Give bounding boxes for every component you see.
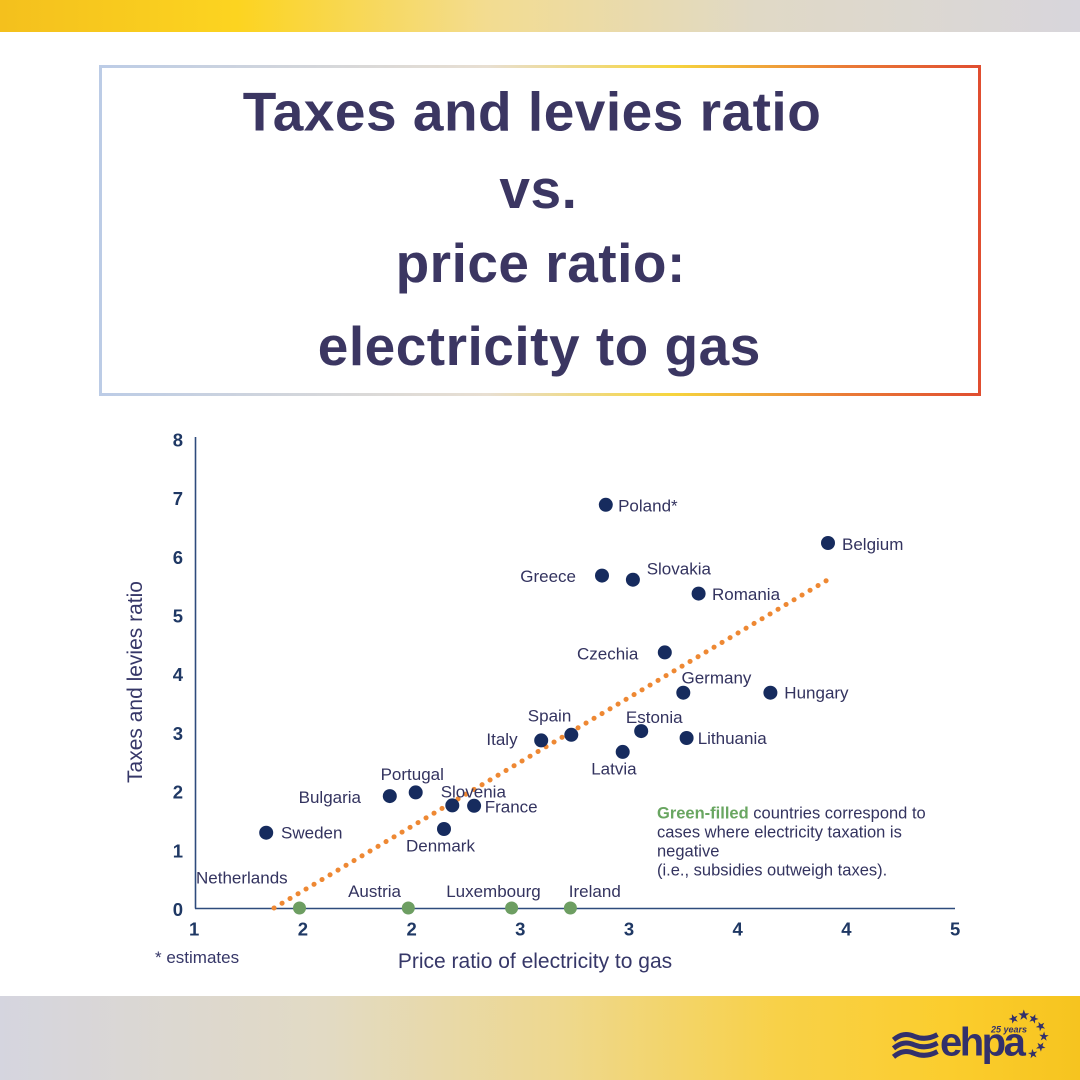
svg-text:vs.: vs. (499, 158, 577, 220)
svg-text:4: 4 (173, 664, 184, 685)
svg-text:price ratio:: price ratio: (396, 232, 686, 294)
svg-text:4: 4 (733, 919, 744, 940)
svg-text:6: 6 (173, 547, 183, 568)
svg-text:France: France (485, 797, 538, 816)
svg-text:Romania: Romania (712, 585, 781, 604)
svg-text:Slovenia: Slovenia (441, 783, 507, 802)
svg-text:Greece: Greece (520, 567, 576, 586)
svg-text:Estonia: Estonia (626, 708, 683, 727)
svg-text:Lithuania: Lithuania (698, 729, 768, 748)
svg-text:cases where electricity taxati: cases where electricity taxation is (657, 824, 902, 842)
svg-text:ehpa: ehpa (940, 1021, 1027, 1065)
svg-text:Poland*: Poland* (618, 497, 678, 516)
svg-text:4: 4 (841, 919, 852, 940)
svg-text:0: 0 (173, 899, 183, 920)
svg-text:negative: negative (657, 843, 719, 861)
svg-text:2: 2 (173, 782, 183, 803)
svg-text:Ireland: Ireland (569, 882, 621, 901)
svg-text:5: 5 (950, 919, 960, 940)
svg-text:Italy: Italy (486, 730, 518, 749)
svg-text:Netherlands: Netherlands (196, 869, 288, 888)
svg-text:Luxembourg: Luxembourg (446, 882, 541, 901)
svg-text:2: 2 (298, 919, 308, 940)
svg-text:5: 5 (173, 606, 183, 627)
svg-text:electricity to gas: electricity to gas (318, 315, 761, 377)
svg-text:Latvia: Latvia (591, 759, 637, 778)
svg-text:Hungary: Hungary (784, 684, 849, 703)
svg-text:Czechia: Czechia (577, 644, 639, 663)
svg-text:Austria: Austria (348, 882, 401, 901)
svg-text:3: 3 (173, 723, 183, 744)
svg-text:7: 7 (173, 488, 183, 509)
svg-text:Slovakia: Slovakia (647, 560, 712, 579)
svg-text:Price ratio of electricity to: Price ratio of electricity to gas (398, 950, 672, 973)
svg-text:Bulgaria: Bulgaria (299, 788, 362, 807)
svg-text:25 years: 25 years (990, 1025, 1027, 1035)
svg-text:Germany: Germany (682, 668, 752, 687)
svg-text:Taxes and levies ratio: Taxes and levies ratio (243, 81, 822, 143)
svg-text:Denmark: Denmark (406, 837, 475, 856)
svg-text:Green-filled countries corresp: Green-filled countries correspond to (657, 805, 926, 823)
svg-text:3: 3 (515, 919, 525, 940)
svg-text:1: 1 (189, 919, 199, 940)
svg-text:Portugal: Portugal (381, 765, 444, 784)
svg-text:Belgium: Belgium (842, 535, 903, 554)
svg-text:(i.e., subsidies outweigh taxe: (i.e., subsidies outweigh taxes). (657, 862, 887, 880)
svg-text:Sweden: Sweden (281, 824, 342, 843)
svg-text:8: 8 (173, 429, 183, 450)
svg-text:2: 2 (406, 919, 416, 940)
svg-text:* estimates: * estimates (155, 948, 239, 967)
svg-text:Taxes and levies ratio: Taxes and levies ratio (124, 581, 147, 783)
svg-text:3: 3 (624, 919, 634, 940)
svg-text:Spain: Spain (528, 706, 571, 725)
svg-text:1: 1 (173, 840, 183, 861)
